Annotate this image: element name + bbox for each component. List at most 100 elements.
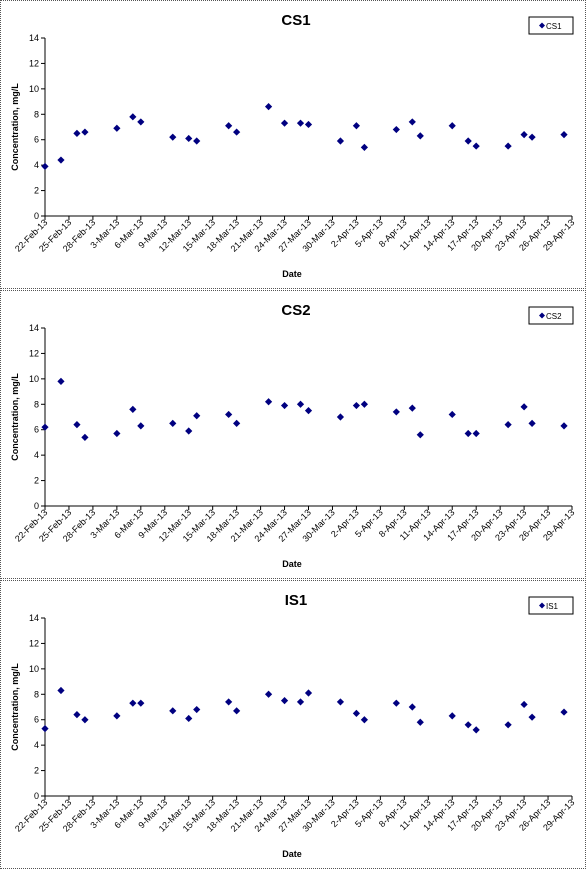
legend-marker-icon xyxy=(539,602,545,609)
y-tick-label: 8 xyxy=(34,689,39,699)
legend-box xyxy=(528,596,574,615)
data-point xyxy=(352,709,361,717)
data-point xyxy=(280,401,289,410)
data-point xyxy=(169,419,177,427)
legend: CS1 xyxy=(528,16,574,35)
data-point xyxy=(193,137,201,145)
y-axis-title: Concentration, mg/L xyxy=(10,663,20,751)
data-point xyxy=(296,400,305,408)
data-point xyxy=(264,690,273,698)
y-tick-label: 12 xyxy=(29,348,39,358)
legend-marker-icon xyxy=(539,22,545,29)
data-point xyxy=(528,713,536,721)
chart-cs2-svg: CS20246810121422-Feb-1325-Feb-1328-Feb-1… xyxy=(10,302,576,569)
data-point xyxy=(137,422,145,430)
data-point xyxy=(185,427,193,435)
y-tick-label: 0 xyxy=(34,501,39,511)
legend-marker-icon xyxy=(539,312,545,319)
data-point xyxy=(129,405,137,413)
x-axis-title: Date xyxy=(282,849,302,859)
y-tick-label: 2 xyxy=(34,766,39,776)
data-point xyxy=(81,128,89,136)
data-point xyxy=(193,412,201,420)
data-point xyxy=(233,128,241,136)
data-point xyxy=(416,431,424,439)
chart-title: CS2 xyxy=(281,302,310,319)
y-tick-label: 6 xyxy=(34,135,39,145)
legend: CS2 xyxy=(528,306,574,325)
y-tick-label: 4 xyxy=(34,740,39,750)
y-tick-label: 2 xyxy=(34,186,39,196)
data-point xyxy=(129,113,137,121)
data-point xyxy=(233,707,241,715)
data-point xyxy=(416,132,424,140)
chart-panel-is1: IS1 0 2 4 6 8 10 12 14 22-Feb-13 25-Feb-13 28-Feb-1… xyxy=(0,580,586,869)
y-tick-label: 14 xyxy=(29,33,39,43)
chart-is1-svg: IS10246810121422-Feb-1325-Feb-1328-Feb-1… xyxy=(10,592,576,859)
y-axis-title: Concentration, mg/L xyxy=(10,83,20,171)
data-point xyxy=(336,698,345,706)
data-point xyxy=(73,711,81,719)
data-point xyxy=(464,137,472,145)
y-axis-title: Concentration, mg/L xyxy=(10,373,20,461)
data-point xyxy=(448,712,456,720)
data-point xyxy=(304,689,313,697)
data-point xyxy=(264,103,273,111)
data-point xyxy=(113,712,121,720)
data-point xyxy=(528,419,536,427)
data-point xyxy=(504,142,512,150)
data-point xyxy=(57,156,65,164)
data-point xyxy=(264,398,273,406)
y-tick-label: 12 xyxy=(29,58,39,68)
data-point xyxy=(416,718,424,726)
y-tick-label: 6 xyxy=(34,425,39,435)
y-tick-label: 10 xyxy=(29,84,39,94)
data-point xyxy=(225,122,233,130)
legend-box xyxy=(528,16,574,35)
y-tick-label: 12 xyxy=(29,638,39,648)
chart-title: IS1 xyxy=(285,592,308,609)
data-point xyxy=(233,419,241,427)
data-point xyxy=(520,403,528,411)
y-tick-label: 14 xyxy=(29,323,39,333)
y-tick-label: 8 xyxy=(34,399,39,409)
chart-panel-cs1: CS1 0 2 4 6 8 10 12 14 22-Feb-13 25-Feb-13 28-Feb-1… xyxy=(0,0,586,289)
data-point xyxy=(448,410,456,419)
data-point xyxy=(73,421,81,429)
legend: IS1 xyxy=(528,596,574,615)
data-point xyxy=(560,708,568,716)
data-point xyxy=(41,725,49,733)
data-point xyxy=(360,716,368,724)
chart-title: CS1 xyxy=(281,12,310,29)
data-point xyxy=(504,421,512,429)
legend-label: CS2 xyxy=(546,312,562,321)
data-point xyxy=(185,714,193,723)
y-tick-label: 14 xyxy=(29,613,39,623)
data-point xyxy=(57,686,65,695)
data-point xyxy=(464,721,472,729)
y-tick-label: 2 xyxy=(34,476,39,486)
data-point xyxy=(57,377,65,385)
data-point xyxy=(352,401,361,410)
data-point xyxy=(193,705,201,714)
data-point xyxy=(520,131,528,139)
y-tick-label: 4 xyxy=(34,450,39,460)
y-tick-label: 0 xyxy=(34,211,39,221)
legend-box xyxy=(528,306,574,325)
y-tick-label: 8 xyxy=(34,109,39,119)
data-point xyxy=(360,400,368,408)
data-point xyxy=(304,120,313,129)
data-point xyxy=(113,429,121,438)
y-tick-label: 0 xyxy=(34,791,39,801)
data-point xyxy=(73,129,81,137)
chart-cs1-svg: CS10246810121422-Feb-1325-Feb-1328-Feb-1… xyxy=(10,12,576,279)
legend-label: CS1 xyxy=(546,22,562,31)
data-point xyxy=(41,162,49,171)
data-point xyxy=(472,429,480,438)
data-point xyxy=(296,698,305,706)
data-point xyxy=(336,137,345,145)
data-point xyxy=(408,703,416,711)
data-point xyxy=(185,134,193,143)
chart-panel-cs2: CS2 0 2 4 6 8 10 12 14 22-Feb-13 25-Feb-13 28-Feb-1… xyxy=(0,290,586,579)
data-point xyxy=(560,422,568,430)
